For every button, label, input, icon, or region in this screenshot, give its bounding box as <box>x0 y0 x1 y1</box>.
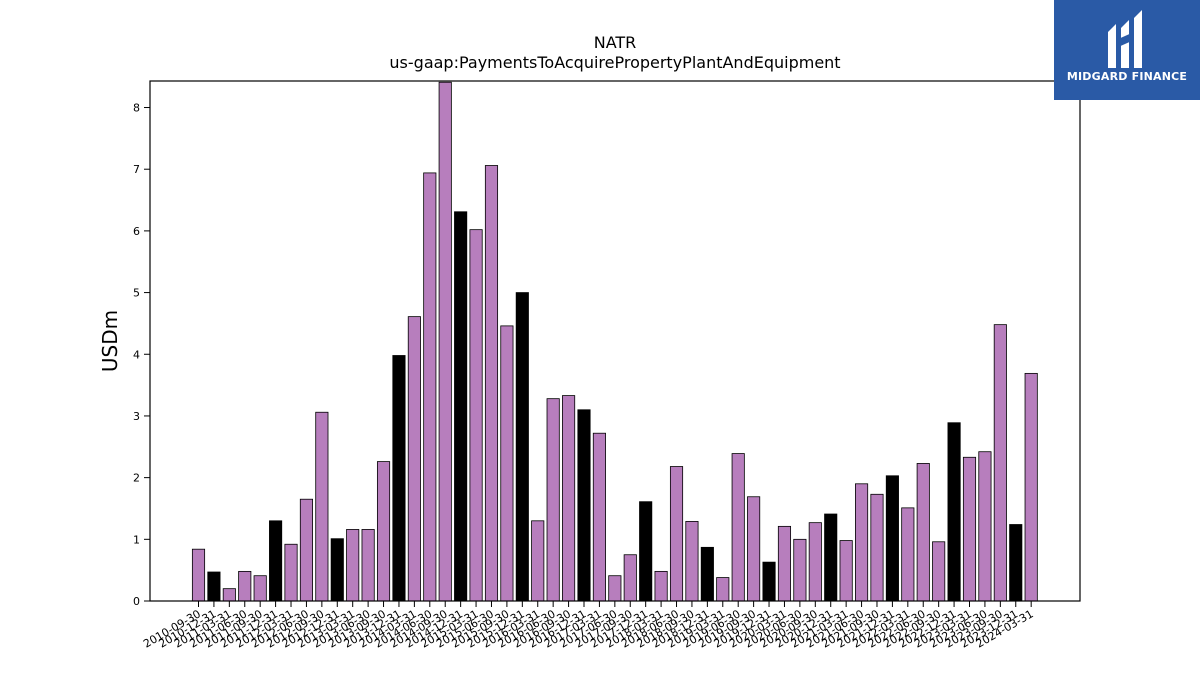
bar-2023-12-31 <box>1009 524 1023 602</box>
bar-2017-06-30 <box>608 575 622 602</box>
bar-2023-09-30 <box>993 324 1007 602</box>
bar-2023-03-31 <box>962 456 977 602</box>
logo-text: MIDGARD FINANCE <box>1066 70 1188 83</box>
bar-2018-12-31 <box>700 546 714 602</box>
y-tick-label: 0 <box>133 595 140 608</box>
bar-2019-06-30 <box>731 453 745 602</box>
plot-frame <box>149 80 1081 602</box>
bar-2022-03-31 <box>901 507 915 602</box>
bar-2022-06-30 <box>916 463 930 602</box>
bar-2014-09-30 <box>438 81 452 602</box>
bar-2019-12-31 <box>762 561 776 602</box>
bar-2022-12-31 <box>947 422 961 602</box>
bar-2020-12-31 <box>824 513 838 602</box>
bar-2012-09-30 <box>315 411 329 602</box>
bar-2015-03-31 <box>469 229 483 602</box>
bar-2013-12-31 <box>392 355 406 602</box>
bar-2021-09-30 <box>870 493 884 602</box>
bar-2013-06-30 <box>361 529 375 602</box>
bar-2011-06-30 <box>238 570 252 602</box>
bar-2023-06-30 <box>978 451 992 602</box>
bar-2013-03-31 <box>346 529 360 602</box>
bar-2022-09-30 <box>932 541 946 602</box>
bar-2015-12-31 <box>515 292 529 602</box>
bar-2012-06-30 <box>299 498 313 602</box>
chart-title: NATR <box>594 33 637 52</box>
y-tick-label: 4 <box>133 348 140 361</box>
midgard-logo: MIDGARD FINANCE <box>1054 0 1200 100</box>
bar-2024-03-31 <box>1024 372 1038 602</box>
chart-subtitle: us-gaap:PaymentsToAcquirePropertyPlantAn… <box>389 53 840 72</box>
bar-2013-09-30 <box>376 461 391 602</box>
bar-2021-03-31 <box>839 540 853 602</box>
bar-2017-12-31 <box>639 501 653 602</box>
bar-2021-06-30 <box>855 483 869 602</box>
bar-2020-09-30 <box>808 522 822 602</box>
x-ticks-group: 2010-09-302010-12-312011-03-312011-06-30… <box>141 601 1036 651</box>
bar-2016-06-30 <box>546 398 560 602</box>
midgard-logo-icon <box>1108 10 1142 68</box>
bars-group <box>191 81 1038 602</box>
y-tick-label: 5 <box>133 287 140 300</box>
bar-2011-09-30 <box>253 575 267 602</box>
bar-2018-09-30 <box>685 521 699 602</box>
bar-2015-09-30 <box>500 325 514 602</box>
bar-2012-12-31 <box>330 538 344 602</box>
bar-2010-12-31 <box>207 571 221 602</box>
bar-2017-09-30 <box>623 554 637 602</box>
bar-2020-03-31 <box>777 525 792 602</box>
bar-2018-06-30 <box>669 466 684 602</box>
bar-2020-06-30 <box>793 538 807 602</box>
y-ticks-group: 0 1 2 3 4 5 6 7 8 <box>133 102 150 608</box>
bar-2016-03-31 <box>531 520 545 602</box>
bar-2014-06-30 <box>423 172 437 602</box>
bar-2016-12-31 <box>577 409 591 602</box>
bar-2011-03-31 <box>222 588 236 602</box>
y-tick-label: 8 <box>133 102 140 115</box>
bar-2018-03-31 <box>654 570 668 602</box>
y-tick-label: 7 <box>133 163 140 176</box>
bar-2011-12-31 <box>269 520 283 602</box>
bar-2014-12-31 <box>454 211 468 602</box>
bar-2010-09-30 <box>191 548 206 602</box>
bar-2021-12-31 <box>885 475 899 602</box>
y-tick-label: 1 <box>133 533 140 546</box>
y-axis-label: USDm <box>98 310 122 372</box>
bar-2012-03-31 <box>284 543 298 602</box>
bar-2019-09-30 <box>747 496 761 602</box>
y-tick-label: 3 <box>133 410 140 423</box>
y-tick-label: 2 <box>133 472 140 485</box>
bar-2019-03-31 <box>716 577 730 602</box>
bar-2016-09-30 <box>562 395 576 602</box>
bar-2017-03-31 <box>592 432 606 602</box>
bar-2015-06-30 <box>484 165 499 602</box>
y-tick-label: 6 <box>133 225 140 238</box>
bar-2014-03-31 <box>407 316 421 602</box>
